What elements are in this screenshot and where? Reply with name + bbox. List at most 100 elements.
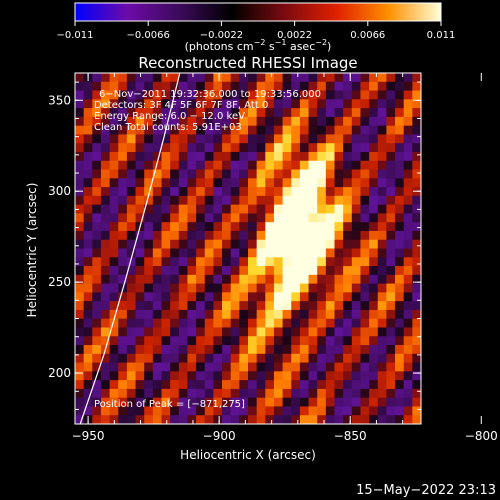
heatmap-cell — [351, 380, 362, 390]
heatmap-cell — [75, 195, 85, 206]
heatmap-cell — [161, 318, 171, 329]
heatmap-cell — [204, 143, 214, 153]
heatmap-cell — [360, 125, 370, 136]
heatmap-cell — [308, 397, 318, 408]
heatmap-cell — [308, 380, 318, 390]
heatmap-cell — [412, 309, 421, 320]
heatmap-cell — [369, 397, 379, 408]
heatmap-cell — [170, 204, 180, 214]
heatmap-cell — [256, 266, 266, 276]
heatmap-cell — [256, 178, 266, 188]
heatmap-cell — [291, 81, 301, 92]
heatmap-cell — [360, 345, 370, 355]
heatmap-cell — [144, 318, 154, 329]
heatmap-cell — [204, 99, 214, 109]
heatmap-cell — [152, 90, 163, 100]
heatmap-cell — [282, 204, 292, 214]
heatmap-cell — [377, 336, 387, 346]
heatmap-cell — [152, 266, 163, 276]
heatmap-cell — [248, 406, 258, 416]
heatmap-cell — [187, 371, 197, 381]
heatmap-cell — [92, 327, 102, 337]
heatmap-cell — [178, 160, 189, 171]
heatmap-cell — [109, 178, 119, 188]
heatmap-cell — [403, 81, 413, 92]
heatmap-cell — [204, 397, 214, 408]
heatmap-cell — [256, 90, 266, 100]
heatmap-cell — [109, 301, 119, 311]
heatmap-cell — [152, 318, 163, 329]
heatmap-cell — [343, 134, 353, 144]
heatmap-cell — [152, 345, 163, 355]
heatmap-cell — [369, 116, 379, 127]
heatmap-cell — [317, 160, 327, 171]
heatmap-cell — [118, 266, 128, 276]
heatmap-cell — [230, 257, 240, 267]
heatmap-cell — [187, 81, 197, 92]
heatmap-cell — [144, 336, 154, 346]
colorbar-tick-label: 0.011 — [427, 30, 456, 41]
heatmap-cell — [83, 213, 93, 223]
heatmap-cell — [265, 362, 275, 372]
heatmap-cell — [360, 99, 370, 109]
heatmap-cell — [248, 283, 258, 293]
heatmap-cell — [170, 187, 180, 197]
heatmap-cell — [135, 257, 145, 267]
heatmap-cell — [161, 160, 171, 171]
heatmap-cell — [369, 371, 379, 381]
heatmap-cell — [291, 143, 301, 153]
heatmap-cell — [170, 248, 180, 258]
heatmap-cell — [239, 187, 249, 197]
heatmap-cell — [230, 108, 240, 118]
heatmap-cell — [204, 81, 214, 92]
heatmap-cell — [343, 380, 353, 390]
heatmap-cell — [204, 274, 214, 285]
heatmap-cell — [109, 415, 119, 424]
heatmap-cell — [282, 345, 292, 355]
heatmap-cell — [299, 187, 310, 197]
heatmap-cell — [282, 213, 292, 223]
heatmap-cell — [291, 204, 301, 214]
heatmap-cell — [144, 353, 154, 364]
heatmap-cell — [308, 160, 318, 171]
heatmap-cell — [92, 99, 102, 109]
heatmap-cell — [170, 116, 180, 127]
heatmap-cell — [377, 143, 387, 153]
heatmap-cell — [412, 388, 421, 399]
heatmap-cell — [248, 301, 258, 311]
heatmap-cell — [360, 116, 370, 127]
heatmap-cell — [230, 125, 240, 136]
heatmap-cell — [178, 292, 189, 302]
heatmap-cell — [109, 108, 119, 118]
heatmap-cell — [152, 248, 163, 258]
heatmap-cell — [144, 362, 154, 372]
heatmap-cell — [386, 266, 396, 276]
heatmap-cell — [403, 108, 413, 118]
heatmap-cell — [83, 388, 93, 399]
heatmap-cell — [213, 160, 223, 171]
heatmap-cell — [412, 318, 421, 329]
heatmap-cell — [325, 143, 336, 153]
heatmap-cell — [334, 371, 344, 381]
heatmap-cell — [161, 204, 171, 214]
heatmap-cell — [170, 362, 180, 372]
heatmap-cell — [109, 371, 119, 381]
heatmap-cell — [239, 380, 249, 390]
heatmap-cell — [291, 257, 301, 267]
heatmap-cell — [317, 151, 327, 162]
heatmap-cell — [204, 318, 214, 329]
colorbar-tick-label: −0.011 — [56, 30, 93, 41]
heatmap-cell — [144, 397, 154, 408]
heatmap-cell — [152, 151, 163, 162]
heatmap-cell — [369, 204, 379, 214]
heatmap-cell — [100, 178, 111, 188]
heatmap-cell — [161, 283, 171, 293]
heatmap-cell — [196, 292, 206, 302]
heatmap-cell — [351, 151, 362, 162]
heatmap-cell — [248, 274, 258, 285]
heatmap-cell — [161, 151, 171, 162]
heatmap-cell — [360, 336, 370, 346]
heatmap-cell — [282, 116, 292, 127]
heatmap-cell — [204, 125, 214, 136]
heatmap-cell — [161, 301, 171, 311]
